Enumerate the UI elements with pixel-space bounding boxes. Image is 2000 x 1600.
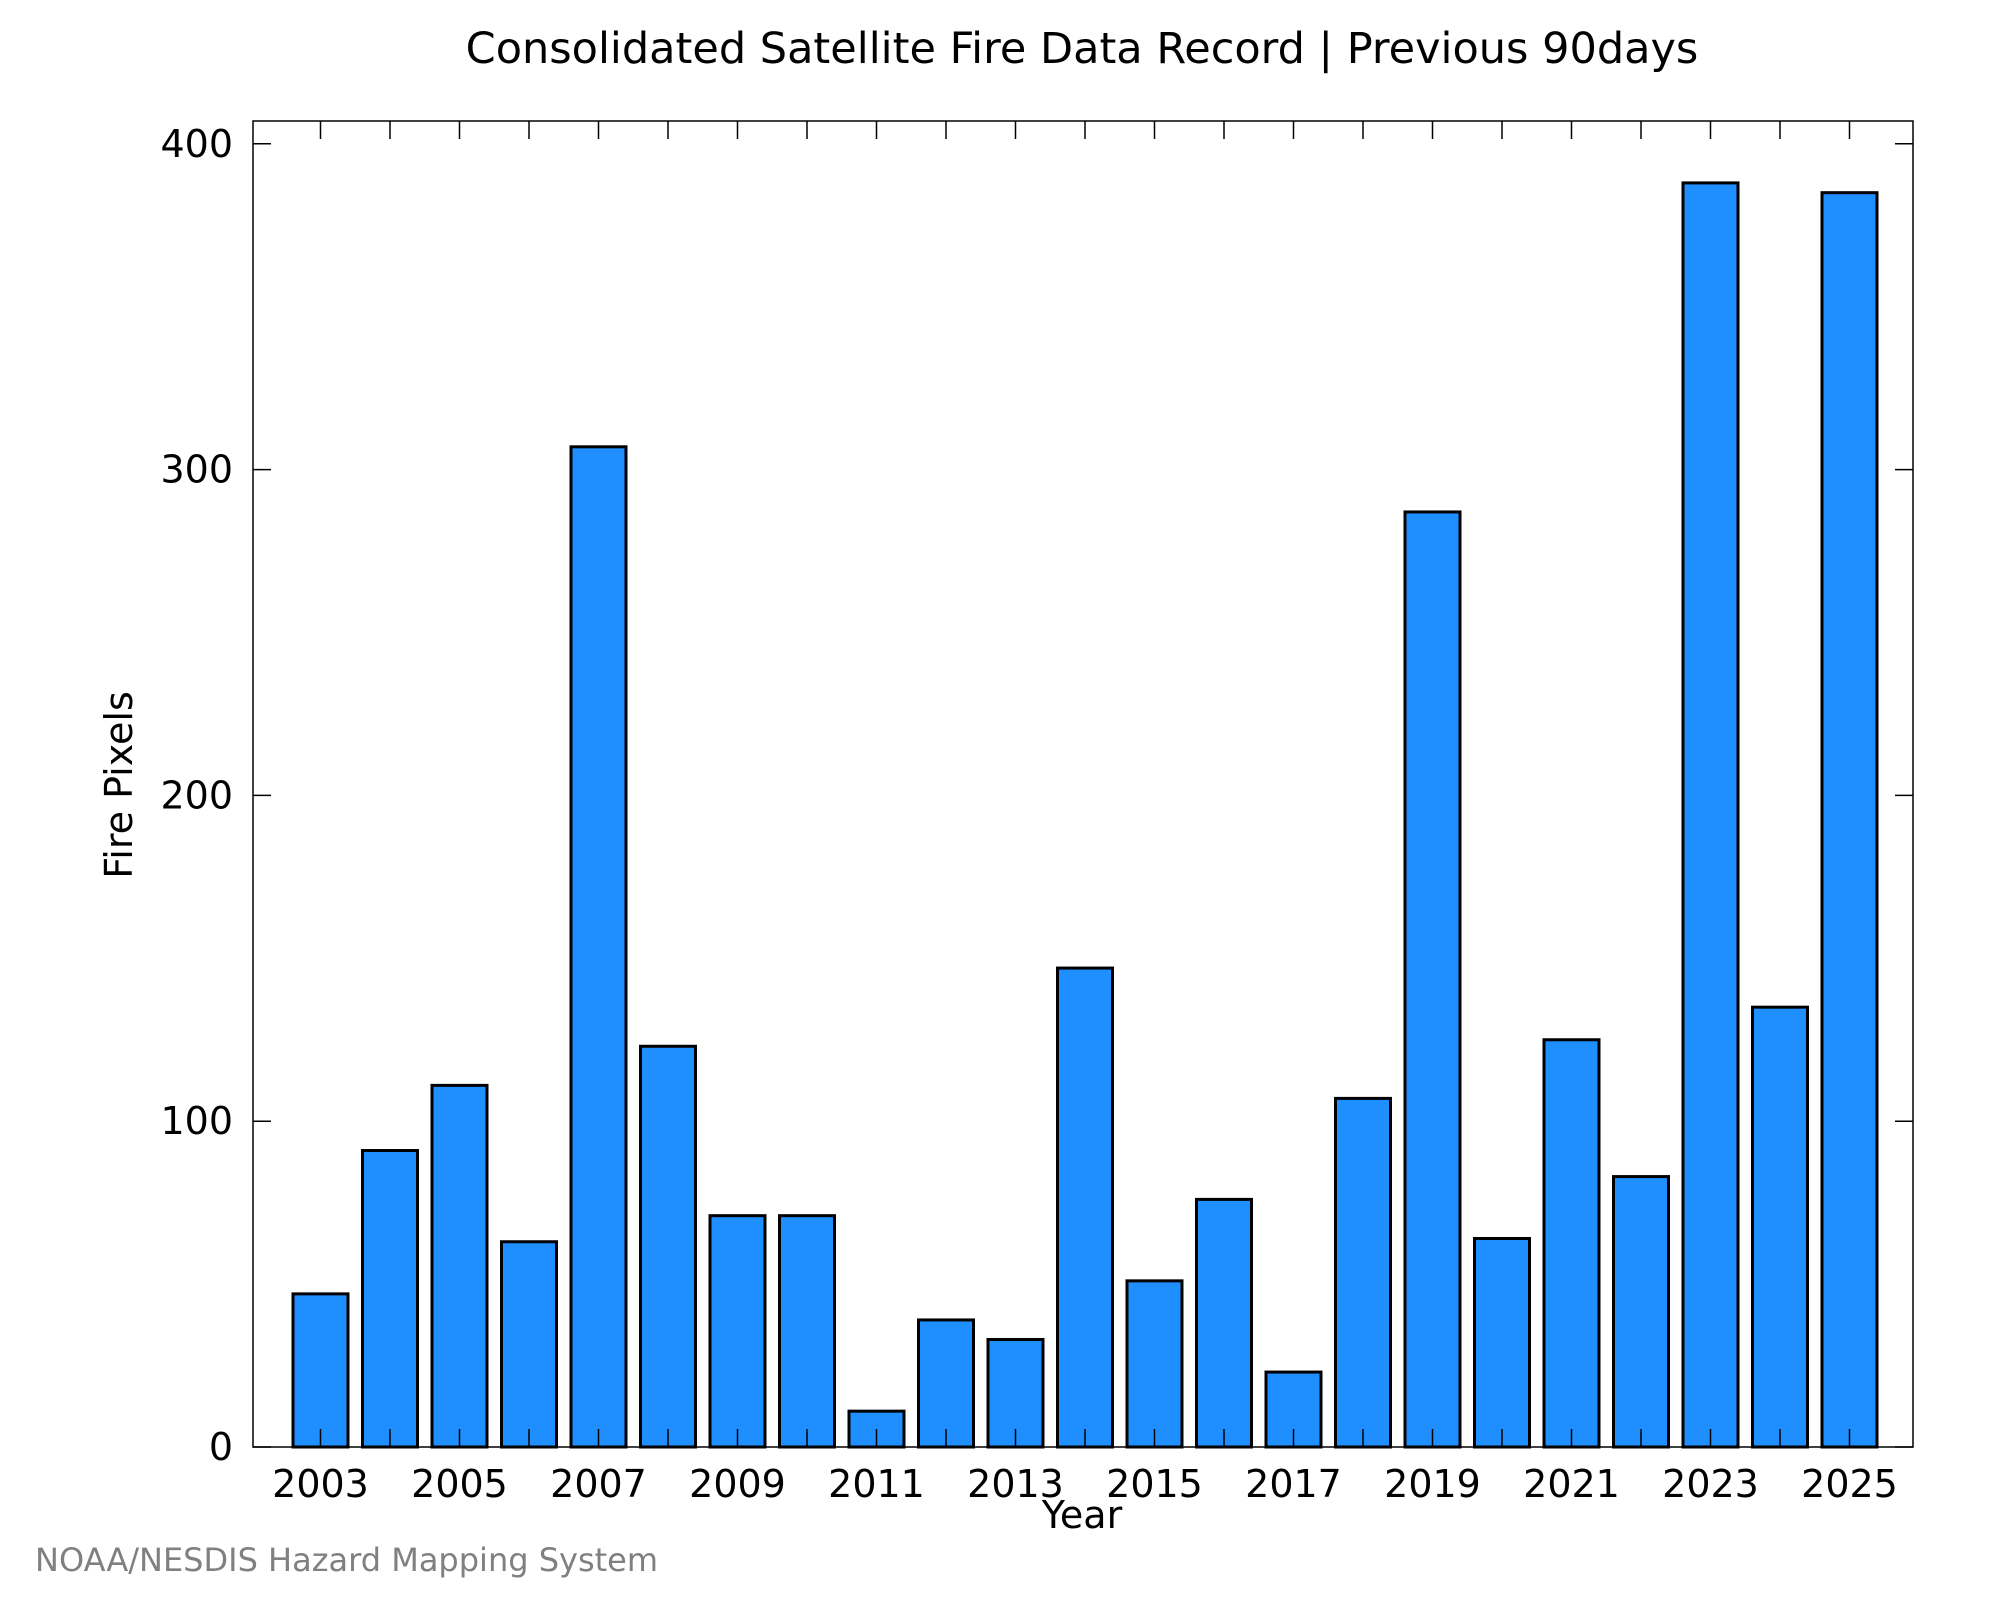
y-axis: 0 100 200 300 400 bbox=[160, 122, 1913, 1469]
bar-2006 bbox=[500, 1240, 558, 1449]
bar-2007 bbox=[569, 445, 628, 1449]
x-tick-label-2009: 2009 bbox=[689, 1462, 786, 1506]
bar-2022 bbox=[1612, 1175, 1670, 1449]
bar-2025 bbox=[1820, 191, 1879, 1449]
bar-2024 bbox=[1751, 1005, 1809, 1449]
y-tick-label-100: 100 bbox=[160, 1099, 233, 1143]
bars-group bbox=[291, 181, 1879, 1449]
x-tick-label-2011: 2011 bbox=[828, 1462, 925, 1506]
bar-2008 bbox=[639, 1044, 697, 1449]
y-tick-label-300: 300 bbox=[160, 448, 233, 492]
bar-2021 bbox=[1542, 1038, 1601, 1449]
bar-2019 bbox=[1403, 510, 1462, 1449]
bar-2003 bbox=[291, 1292, 350, 1449]
bar-2012 bbox=[917, 1318, 975, 1449]
plot-frame bbox=[252, 120, 1914, 1448]
bar-2005 bbox=[430, 1083, 489, 1449]
bar-2023 bbox=[1681, 181, 1740, 1449]
bar-2016 bbox=[1195, 1197, 1253, 1449]
x-tick-label-2021: 2021 bbox=[1523, 1462, 1620, 1506]
x-axis-label: Year bbox=[1041, 1493, 1123, 1537]
bar-2010 bbox=[778, 1214, 836, 1449]
x-tick-label-2017: 2017 bbox=[1245, 1462, 1342, 1506]
x-tick-label-2003: 2003 bbox=[272, 1462, 369, 1506]
x-tick-label-2019: 2019 bbox=[1384, 1462, 1481, 1506]
x-tick-label-2023: 2023 bbox=[1662, 1462, 1759, 1506]
chart-title: Consolidated Satellite Fire Data Record … bbox=[466, 24, 1699, 74]
y-tick-label-400: 400 bbox=[160, 122, 233, 166]
y-axis-label: Fire Pixels bbox=[97, 691, 141, 879]
bar-2015 bbox=[1125, 1279, 1184, 1449]
x-tick-label-2025: 2025 bbox=[1801, 1462, 1898, 1506]
y-tick-label-0: 0 bbox=[209, 1425, 233, 1469]
bar-2014 bbox=[1056, 966, 1114, 1449]
bar-2004 bbox=[361, 1149, 419, 1449]
x-axis: 2003 2005 2007 2009 2011 2013 2015 2017 2019 2021… bbox=[272, 121, 1898, 1506]
bar-2009 bbox=[708, 1214, 767, 1449]
y-tick-label-200: 200 bbox=[160, 773, 233, 817]
bar-2020 bbox=[1473, 1236, 1531, 1449]
x-tick-label-2013: 2013 bbox=[967, 1462, 1064, 1506]
x-tick-label-2015: 2015 bbox=[1106, 1462, 1203, 1506]
bar-2018 bbox=[1334, 1096, 1392, 1449]
credit-text: NOAA/NESDIS Hazard Mapping System bbox=[35, 1541, 658, 1579]
x-tick-label-2005: 2005 bbox=[411, 1462, 508, 1506]
x-tick-label-2007: 2007 bbox=[550, 1462, 647, 1506]
